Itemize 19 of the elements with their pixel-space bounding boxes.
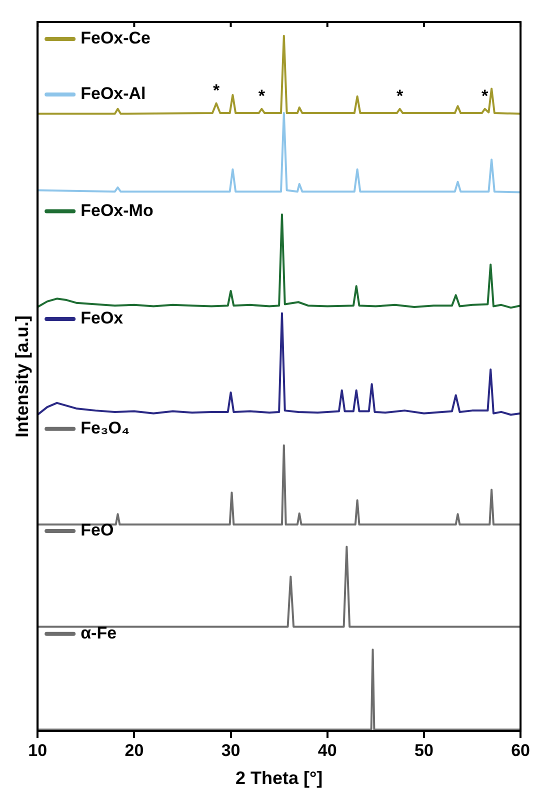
- legend-label: FeOx-Mo: [80, 200, 154, 220]
- annotation: *: [396, 86, 404, 106]
- x-tick-label: 10: [28, 740, 48, 760]
- legend-label: Fe₃O₄: [80, 418, 130, 438]
- annotation: *: [212, 81, 220, 100]
- x-tick-label: 30: [221, 740, 240, 760]
- annotation: *: [481, 86, 488, 106]
- x-tick-label: 50: [414, 740, 434, 760]
- x-tick-label: 40: [318, 740, 337, 760]
- legend-label: FeOx-Al: [80, 84, 146, 104]
- annotation: *: [258, 86, 266, 106]
- legend-label: FeOx: [80, 308, 124, 328]
- y-axis-title: Intensity [a.u.]: [12, 315, 32, 438]
- x-tick-label: 60: [511, 740, 530, 760]
- legend-label: FeOx-Ce: [80, 28, 151, 48]
- x-tick-label: 20: [124, 740, 144, 760]
- x-axis-title: 2 Theta [°]: [235, 768, 323, 788]
- legend-label: α-Fe: [80, 624, 117, 643]
- legend-label: FeO: [80, 520, 114, 540]
